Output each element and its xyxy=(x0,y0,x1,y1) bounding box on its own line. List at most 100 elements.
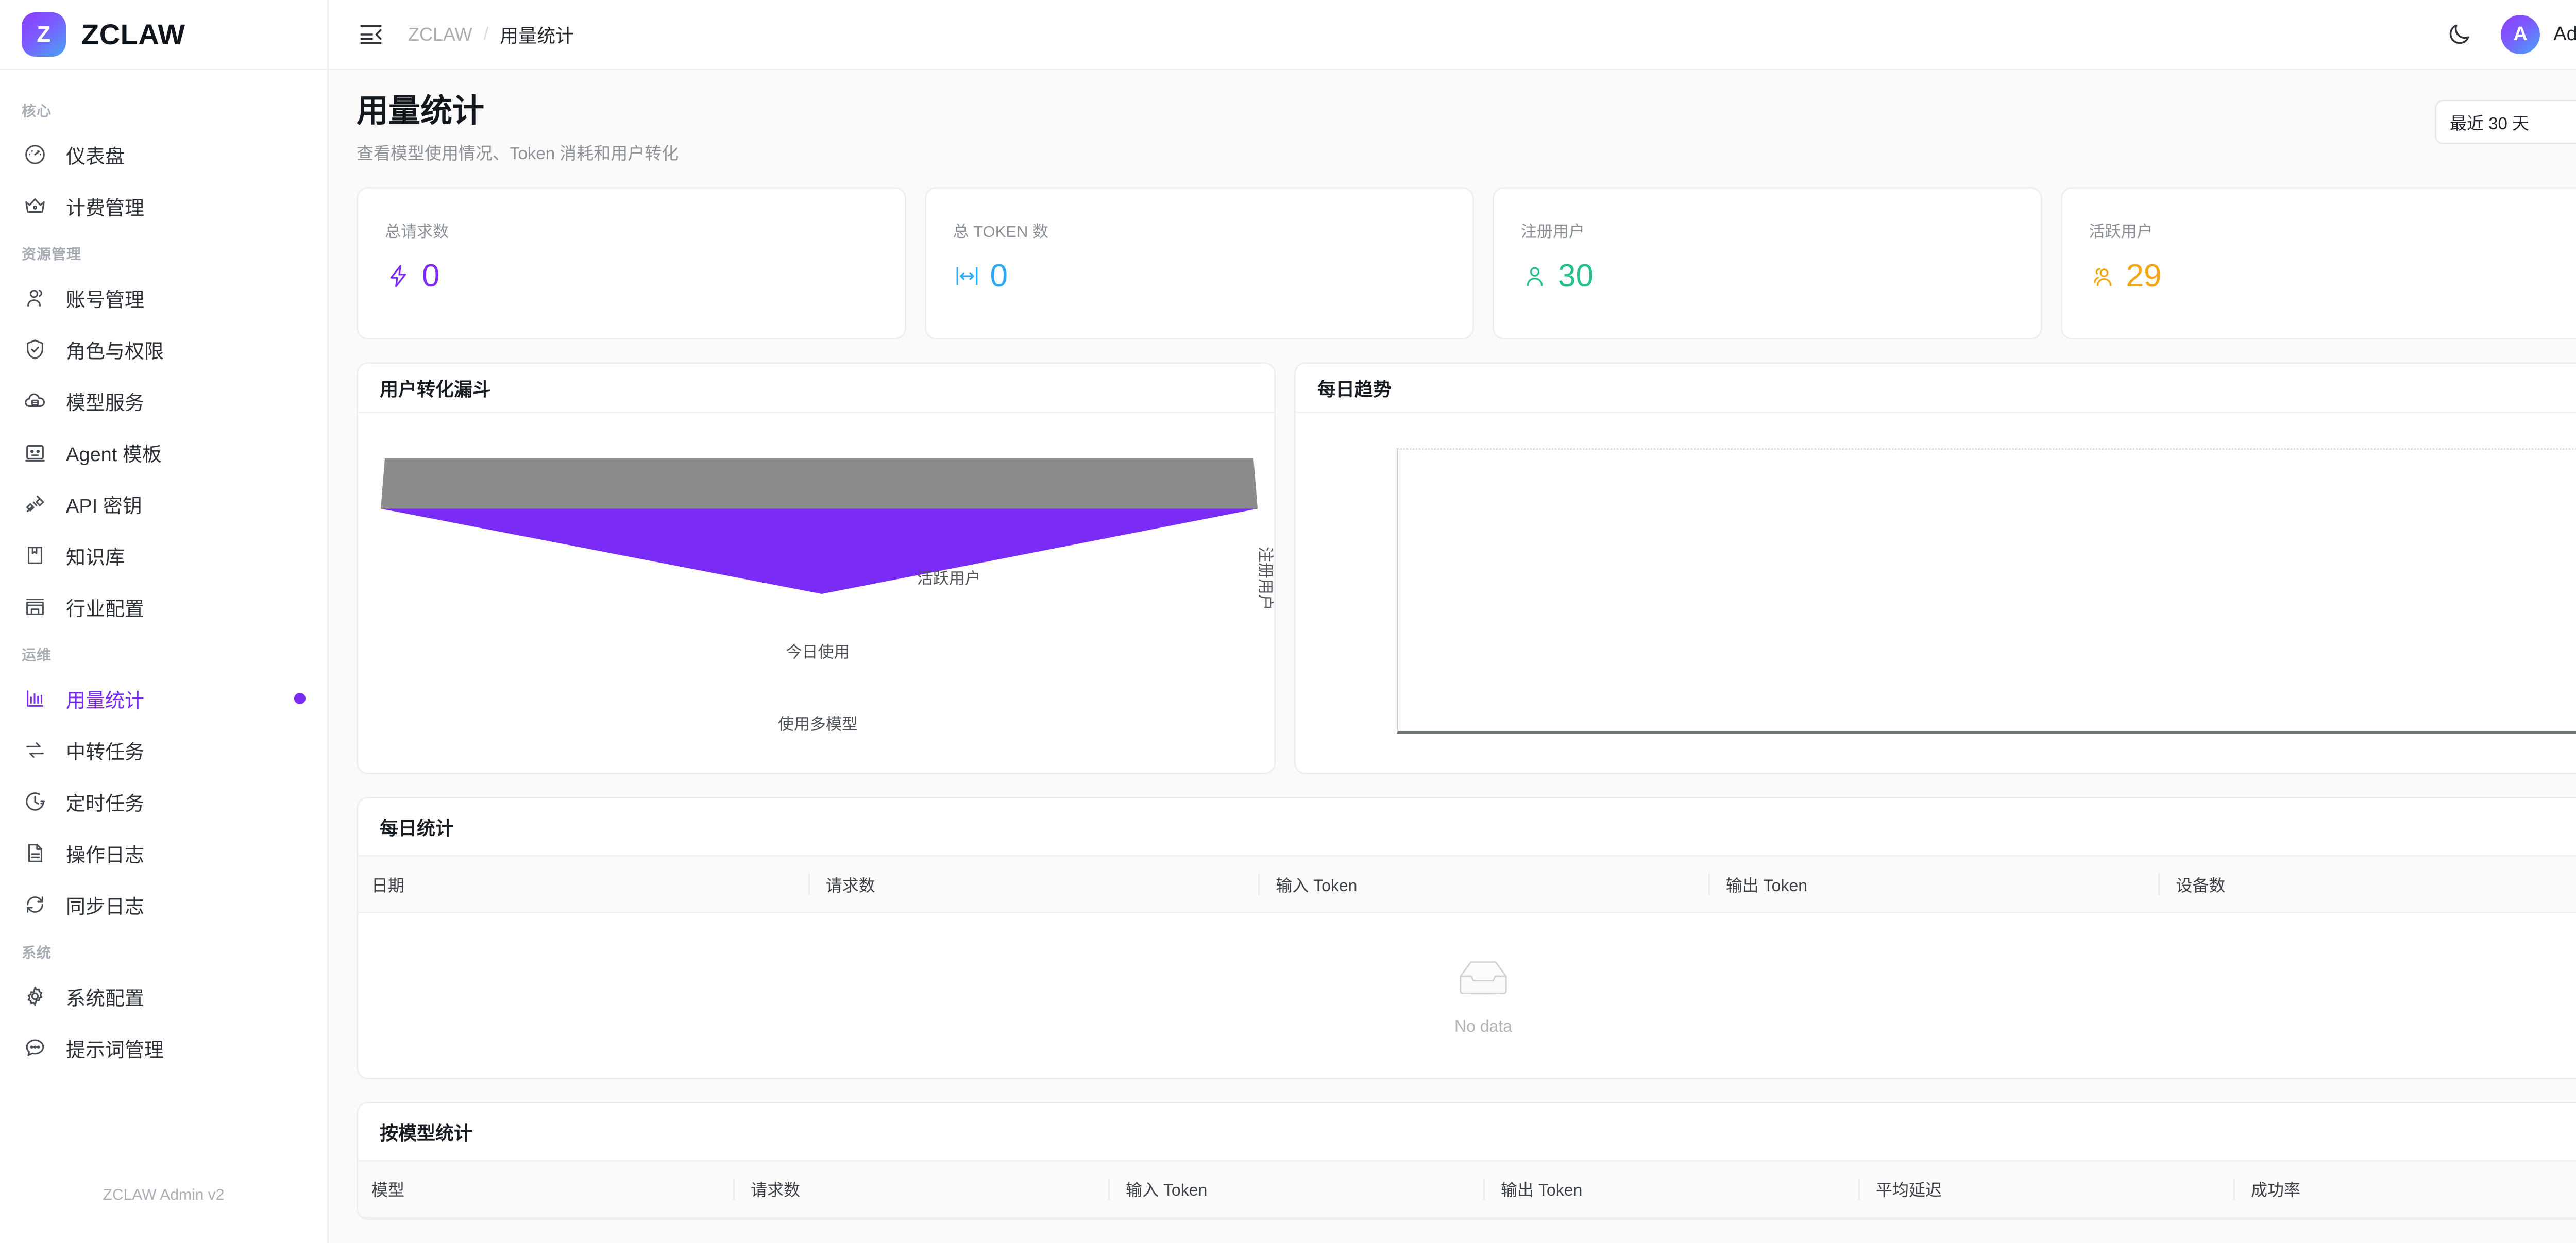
cloud-server-icon xyxy=(22,387,48,414)
team-icon xyxy=(2089,262,2117,290)
sidebar: Z ZCLAW 核心仪表盘 计费管理资源管理账号管理角色与权限模型服务 Agent … xyxy=(0,0,329,1243)
model-stats-table: 模型 请求数 输入 Token 输出 Token 平均延迟 成功率 xyxy=(358,1160,2576,1218)
nav-section-title: 资源管理 xyxy=(22,246,82,262)
column-header: 模型 xyxy=(358,1160,733,1218)
column-header: 请求数 xyxy=(733,1160,1108,1218)
stat-card: 活跃用户 29 xyxy=(2060,187,2576,340)
sidebar-version-text: ZCLAW Admin v2 xyxy=(103,1186,225,1203)
trend-plot-area xyxy=(1397,448,2576,734)
trend-panel-header: 每日趋势 xyxy=(1296,364,2576,414)
page-heading-group: 用量统计 查看模型使用情况、Token 消耗和用户转化 xyxy=(357,93,679,164)
trend-panel-title: 每日趋势 xyxy=(1317,378,1392,400)
breadcrumb-separator: / xyxy=(483,24,489,44)
funnel-band-registered xyxy=(381,458,1258,509)
stat-card-value: 0 xyxy=(990,258,1008,294)
column-header: 平均延迟 xyxy=(1858,1160,2233,1218)
sidebar-item-label: 角色与权限 xyxy=(66,340,164,363)
sidebar-item-label: 知识库 xyxy=(66,547,125,569)
stat-card-value: 29 xyxy=(2126,258,2162,294)
breadcrumb-current: 用量统计 xyxy=(500,25,574,46)
sidebar-item-0-3[interactable]: 系统配置 xyxy=(0,970,327,1022)
brand-logo-icon: Z xyxy=(22,12,66,57)
sidebar-item-label: 同步日志 xyxy=(66,896,145,918)
stat-card-value: 30 xyxy=(1558,258,1594,294)
funnel-panel-title: 用户转化漏斗 xyxy=(380,378,492,400)
file-text-icon xyxy=(22,840,48,866)
sidebar-item-label: Agent 模板 xyxy=(66,444,162,466)
moon-icon[interactable] xyxy=(2443,19,2475,50)
clock-icon xyxy=(22,788,48,815)
sidebar-item-active-dot xyxy=(294,693,306,704)
model-stats-title: 按模型统计 xyxy=(380,1122,473,1144)
empty-state: No data xyxy=(358,913,2576,1078)
sidebar-item-2-1[interactable]: 模型服务 xyxy=(0,375,327,427)
sidebar-item-1-0[interactable]: 计费管理 xyxy=(0,180,327,232)
sidebar-item-0-1[interactable]: 账号管理 xyxy=(0,272,327,323)
daily-stats-header: 每日统计 xyxy=(358,798,2576,855)
crown-icon xyxy=(22,193,48,219)
message-dots-icon xyxy=(22,1034,48,1061)
date-range-select[interactable]: 最近 30 天 xyxy=(2435,100,2576,144)
model-table-header-row: 模型 请求数 输入 Token 输出 Token 平均延迟 成功率 xyxy=(358,1160,2576,1218)
sidebar-item-2-2[interactable]: 定时任务 xyxy=(0,776,327,827)
brand-header[interactable]: Z ZCLAW xyxy=(0,0,327,70)
avatar-initial: A xyxy=(2513,23,2528,45)
trend-chart[interactable] xyxy=(1296,413,2576,773)
funnel-shapes xyxy=(381,458,1258,594)
funnel-band-active xyxy=(381,508,1258,594)
sidebar-item-1-2[interactable]: 中转任务 xyxy=(0,724,327,776)
avatar: A xyxy=(2501,14,2540,54)
bar-chart-icon xyxy=(22,685,48,712)
sidebar-item-4-2[interactable]: 同步日志 xyxy=(0,879,327,930)
sidebar-item-label: 提示词管理 xyxy=(66,1039,164,1061)
column-header: 输入 Token xyxy=(1108,1160,1483,1218)
column-width-icon xyxy=(953,262,981,290)
sidebar-item-5-1[interactable]: 知识库 xyxy=(0,530,327,581)
sidebar-item-0-0[interactable]: 仪表盘 xyxy=(0,129,327,180)
brand-name: ZCLAW xyxy=(81,18,185,50)
column-header: 输入 Token xyxy=(1258,855,1708,914)
menu-fold-icon[interactable] xyxy=(357,20,385,49)
sidebar-footer: ZCLAW Admin v2 xyxy=(0,1166,327,1243)
sidebar-item-label: 账号管理 xyxy=(66,289,145,311)
nav-section-title: 系统 xyxy=(22,945,52,961)
stat-card-value-row: 0 xyxy=(953,260,1446,292)
shop-icon xyxy=(22,593,48,620)
user-icon xyxy=(1521,262,1549,290)
daily-table-body: No data xyxy=(358,913,2576,1078)
column-header: 日期 xyxy=(358,855,808,914)
sidebar-item-1-1[interactable]: 角色与权限 xyxy=(0,323,327,375)
gear-icon xyxy=(22,983,48,1010)
main-column: ZCLAW / 用量统计 A Admin 用量统计 查看模型使用情况、Token… xyxy=(329,0,2576,1243)
page-title: 用量统计 xyxy=(357,93,485,129)
nav-section-title: 运维 xyxy=(22,647,52,663)
stat-card: 总请求数 0 xyxy=(357,187,906,340)
column-header: 成功率 xyxy=(2233,1160,2576,1218)
empty-row: No data xyxy=(358,913,2576,1078)
stat-card-value-row: 29 xyxy=(2089,260,2576,292)
swap-icon xyxy=(22,737,48,763)
trend-panel: 每日趋势 xyxy=(1294,362,2576,775)
page-subtitle: 查看模型使用情况、Token 消耗和用户转化 xyxy=(357,144,679,163)
sidebar-item-1-3[interactable]: 提示词管理 xyxy=(0,1022,327,1074)
sidebar-item-4-1[interactable]: API 密钥 xyxy=(0,478,327,530)
funnel-chart[interactable]: 注册用户 活跃用户 今日使用 使用多模型 xyxy=(358,413,1274,773)
sidebar-item-label: 系统配置 xyxy=(66,987,145,1010)
stat-card-value: 0 xyxy=(422,258,440,294)
breadcrumb-root[interactable]: ZCLAW xyxy=(408,23,472,45)
sidebar-item-label: 行业配置 xyxy=(66,598,145,620)
user-menu[interactable]: A Admin xyxy=(2501,14,2576,54)
nav-section-title: 核心 xyxy=(22,103,52,119)
funnel-label-registered-clipped: 注册用户 xyxy=(1256,546,1275,610)
sidebar-item-label: API 密钥 xyxy=(66,495,142,517)
sidebar-item-0-2[interactable]: 用量统计 xyxy=(0,673,327,724)
date-range-value: 最近 30 天 xyxy=(2450,114,2530,133)
sidebar-item-3-1[interactable]: Agent 模板 xyxy=(0,427,327,478)
sidebar-item-3-2[interactable]: 操作日志 xyxy=(0,827,327,879)
sidebar-item-label: 模型服务 xyxy=(66,392,145,414)
sidebar-item-6-1[interactable]: 行业配置 xyxy=(0,581,327,633)
robot-icon xyxy=(22,439,48,466)
stat-card-value-row: 30 xyxy=(1521,260,2014,292)
api-plug-icon xyxy=(22,490,48,517)
sidebar-item-label: 定时任务 xyxy=(66,793,145,815)
